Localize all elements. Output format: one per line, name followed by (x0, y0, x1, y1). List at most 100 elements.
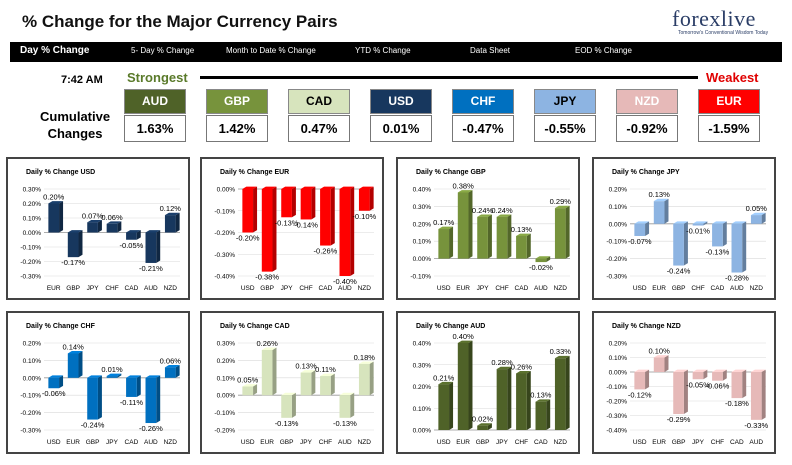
y-tick-label: 0.20% (217, 358, 236, 365)
bar-top (673, 369, 688, 372)
currency-value-jpy: -0.55% (534, 115, 596, 142)
bar-cad (712, 223, 723, 247)
bar-jpy (87, 222, 98, 233)
bar-top (261, 186, 277, 189)
bar-side (761, 212, 766, 224)
bar-jpy (477, 216, 488, 259)
y-tick-label: -0.30% (606, 413, 627, 420)
y-tick-label: 0.00% (609, 370, 628, 377)
x-tick-label: USD (241, 439, 255, 446)
data-label: 0.20% (43, 193, 65, 202)
y-tick-label: -0.10% (20, 393, 41, 400)
bar-nzd (164, 367, 176, 378)
x-tick-label: AUD (144, 439, 158, 446)
bar-side (253, 186, 258, 233)
bar-side (330, 186, 335, 246)
bar-side (136, 230, 141, 240)
data-label: -0.13% (275, 218, 299, 227)
y-tick-label: 0.20% (23, 201, 42, 208)
chart-title: Daily % Change EUR (220, 169, 290, 176)
bar-chf (692, 223, 704, 226)
strongest-label: Strongest (127, 70, 188, 85)
chart-title: Daily % Change JPY (612, 169, 680, 176)
bar-jpy (106, 376, 118, 378)
data-label: -0.26% (314, 247, 338, 256)
data-label: 0.40% (453, 332, 475, 341)
currency-code-chf: CHF (452, 89, 514, 114)
bar-jpy (692, 372, 704, 380)
chart-panel-gbp: Daily % Change GBP 0.40% 0.30% 0.20% 0.10% 0.… (396, 157, 580, 300)
y-tick-label: -0.20% (214, 230, 235, 237)
bar-eur (67, 353, 79, 378)
chart-panel-chf: Daily % Change CHF 0.20% 0.10% 0.00% -0.10% -… (6, 311, 190, 454)
bar-usd (438, 384, 450, 430)
y-tick-label: -0.20% (214, 428, 235, 435)
chart-title: Daily % Change GBP (416, 169, 486, 176)
x-tick-label: GBP (672, 285, 686, 292)
data-label: -0.11% (120, 398, 144, 407)
data-label: 0.24% (491, 206, 513, 215)
data-label: -0.21% (139, 264, 163, 273)
logo-tagline: Tomorrow's Conventional Wisdom Today (678, 30, 769, 36)
y-tick-label: 0.40% (413, 341, 432, 348)
x-tick-label: EUR (260, 439, 274, 446)
bar-side (291, 186, 296, 218)
bar-top (712, 221, 727, 224)
data-label: -0.38% (255, 273, 279, 282)
bar-top (516, 371, 531, 374)
bar-top (438, 381, 454, 385)
currency-code-gbp: GBP (206, 89, 268, 114)
bar-side (369, 361, 374, 396)
bar-top (554, 205, 570, 209)
currency-code-aud: AUD (124, 89, 186, 114)
bar-top (457, 190, 473, 193)
y-tick-label: 0.00% (217, 187, 236, 194)
bar-side (97, 219, 102, 233)
data-label: 0.21% (433, 373, 455, 382)
data-label: 0.06% (160, 356, 182, 365)
bar-side (645, 369, 650, 390)
bar-eur (653, 357, 665, 372)
y-tick-label: 0.20% (413, 384, 432, 391)
bar-side (350, 186, 355, 276)
data-label: 0.26% (511, 362, 533, 371)
x-tick-label: CHF (319, 439, 332, 446)
bar-top (477, 214, 492, 217)
data-label: -0.13% (275, 419, 299, 428)
data-label: -0.24% (81, 421, 105, 430)
nav-month-to-date[interactable]: Month to Date % Change (226, 46, 316, 55)
bar-top (712, 369, 727, 372)
data-label: -0.13% (333, 419, 357, 428)
bar-side (703, 369, 708, 380)
y-tick-label: 0.10% (23, 216, 42, 223)
nav-5day-change[interactable]: 5- Day % Change (131, 46, 195, 55)
data-label: 0.13% (295, 362, 317, 371)
bar-jpy (281, 189, 292, 218)
bar-top (48, 375, 64, 378)
bar-eur (653, 201, 665, 224)
currency-value-nzd: -0.92% (616, 115, 678, 142)
chart-panel-cad: Daily % Change CAD 0.30% 0.20% 0.10% 0.00% -0… (200, 311, 384, 454)
bar-side (272, 186, 277, 272)
bar-top (87, 219, 102, 223)
nav-eod-change[interactable]: EOD % Change (575, 46, 632, 55)
bar-side (311, 370, 316, 396)
x-tick-label: CAD (125, 285, 139, 292)
y-tick-label: -0.40% (214, 274, 235, 281)
y-tick-label: 0.30% (413, 204, 432, 211)
data-label: -0.07% (628, 237, 652, 246)
forexlive-logo[interactable]: forexlive Tomorrow's Conventional Wisdom… (660, 4, 780, 38)
y-tick-label: 0.00% (413, 428, 432, 435)
nav-ytd-change[interactable]: YTD % Change (355, 46, 411, 55)
nav-day-change[interactable]: Day % Change (20, 45, 90, 56)
nav-data-sheet[interactable]: Data Sheet (470, 46, 511, 55)
x-tick-label: JPY (300, 439, 313, 446)
data-label: -0.12% (628, 390, 652, 399)
bar-side (117, 373, 122, 378)
bar-side (683, 369, 688, 415)
bar-chf (106, 223, 118, 233)
data-label: -0.06% (42, 389, 66, 398)
bar-side (507, 366, 512, 430)
x-tick-label: GBP (66, 285, 80, 292)
x-tick-label: JPY (496, 439, 509, 446)
